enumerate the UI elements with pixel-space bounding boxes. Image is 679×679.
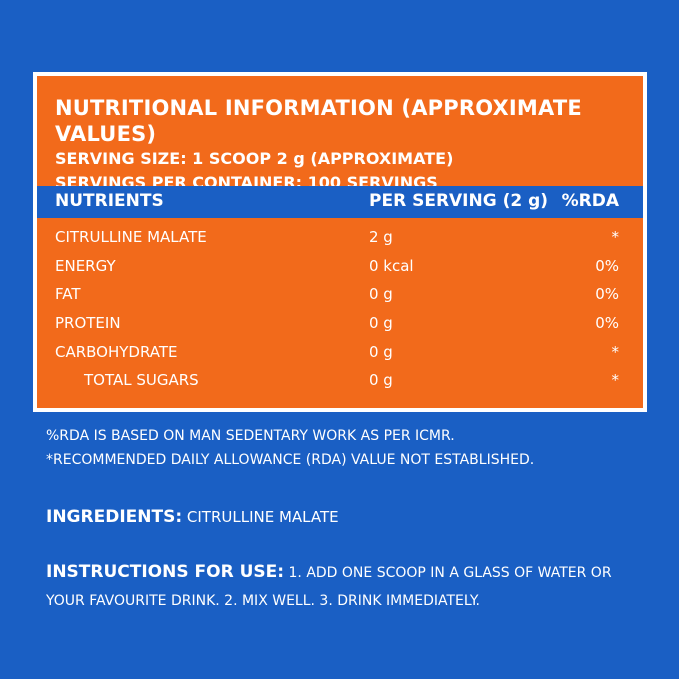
header-per-serving: PER SERVING (2 g)	[369, 191, 549, 211]
table-header-row: NUTRIENTS PER SERVING (2 g) %RDA	[37, 186, 643, 218]
nutrient-rda: 0%	[595, 256, 619, 275]
panel-title: NUTRITIONAL INFORMATION (APPROXIMATE VAL…	[55, 96, 582, 146]
nutrient-name: PROTEIN	[55, 314, 121, 333]
ingredients: INGREDIENTS: CITRULLINE MALATE	[46, 505, 339, 529]
nutrient-amount: 0 kcal	[369, 256, 414, 275]
nutrient-rda: 0%	[595, 285, 619, 304]
nutrition-panel: NUTRITIONAL INFORMATION (APPROXIMATE VAL…	[33, 72, 647, 412]
instructions-label: INSTRUCTIONS FOR USE:	[46, 562, 285, 582]
panel-header: NUTRITIONAL INFORMATION (APPROXIMATE VAL…	[37, 76, 643, 195]
table-row: ENERGY 0 kcal 0%	[37, 255, 643, 284]
nutrient-rda: *	[611, 342, 620, 361]
instructions-text: 1. ADD ONE SCOOP IN A GLASS OF WATER OR …	[46, 565, 612, 609]
nutrient-rda: 0%	[595, 314, 619, 333]
table-row: PROTEIN 0 g 0%	[37, 312, 643, 341]
table-row: CARBOHYDRATE 0 g *	[37, 341, 643, 370]
nutrient-name: CITRULLINE MALATE	[55, 228, 207, 246]
nutrient-amount: 2 g	[369, 228, 393, 246]
nutrient-name: ENERGY	[55, 256, 116, 275]
table-row: TOTAL SUGARS 0 g *	[37, 369, 643, 398]
ingredients-text: CITRULLINE MALATE	[186, 508, 339, 526]
rda-notes: %RDA IS BASED ON MAN SEDENTARY WORK AS P…	[46, 424, 534, 472]
nutrient-rda: *	[611, 228, 620, 246]
nutrient-amount: 0 g	[369, 342, 393, 361]
header-rda: %RDA	[561, 191, 619, 211]
table-row: FAT 0 g 0%	[37, 283, 643, 312]
serving-size: SERVING SIZE: 1 SCOOP 2 g (APPROXIMATE)	[55, 149, 454, 168]
nutrient-name: FAT	[55, 285, 81, 304]
instructions: INSTRUCTIONS FOR USE: 1. ADD ONE SCOOP I…	[46, 558, 646, 615]
rda-note-basis: %RDA IS BASED ON MAN SEDENTARY WORK AS P…	[46, 428, 455, 444]
ingredients-label: INGREDIENTS:	[46, 507, 183, 527]
rda-note-asterisk: *RECOMMENDED DAILY ALLOWANCE (RDA) VALUE…	[46, 452, 535, 468]
nutrient-amount: 0 g	[369, 285, 393, 304]
table-row: CITRULLINE MALATE 2 g *	[37, 226, 643, 255]
nutrient-name: CARBOHYDRATE	[55, 342, 178, 361]
nutrient-amount: 0 g	[369, 314, 393, 333]
nutrient-amount: 0 g	[369, 371, 393, 390]
header-nutrients: NUTRIENTS	[55, 191, 164, 211]
nutrient-rda: *	[611, 371, 620, 390]
nutrient-rows: CITRULLINE MALATE 2 g * ENERGY 0 kcal 0%…	[37, 226, 643, 398]
nutrient-name: TOTAL SUGARS	[84, 371, 199, 390]
